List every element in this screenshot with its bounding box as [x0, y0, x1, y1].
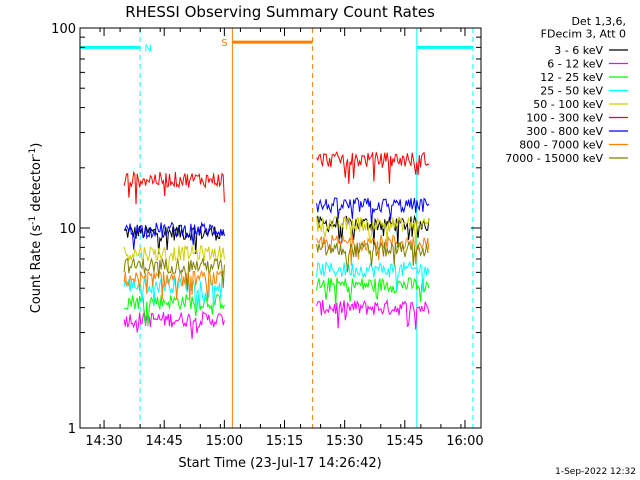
timestamp: 1-Sep-2022 12:32: [555, 467, 636, 477]
series-trace-5-0: [123, 170, 225, 205]
legend-label-3: 25 - 50 keV: [540, 85, 603, 98]
series-trace-2-1: [316, 277, 430, 307]
y-tick-label-1: 10: [59, 222, 76, 237]
series-trace-2-0: [123, 293, 225, 327]
x-axis-label: Start Time (23-Jul-17 14:26:42): [178, 456, 381, 471]
x-tick-label-1: 14:45: [145, 434, 182, 449]
series-trace-8-1: [316, 240, 429, 272]
legend-label-8: 7000 - 15000 keV: [505, 152, 603, 165]
legend-label-6: 300 - 800 keV: [526, 125, 603, 138]
y-tick-label-2: 100: [51, 22, 76, 37]
series-trace-4-0: [123, 245, 225, 272]
legend-label-5: 100 - 300 keV: [526, 112, 603, 125]
legend-label-2: 12 - 25 keV: [540, 71, 603, 84]
flag-label-1: S: [221, 38, 227, 49]
x-tick-label-0: 14:30: [85, 434, 122, 449]
series-trace-8-0: [123, 257, 225, 291]
legend-label-1: 6 - 12 keV: [547, 58, 603, 71]
instrument-info: Det 1,3,6,FDecim 3, Att 0: [541, 15, 626, 41]
x-tick-label-3: 15:15: [266, 434, 303, 449]
flag-label-0: N: [144, 43, 151, 54]
y-tick-label-0: 1: [68, 422, 76, 437]
info-line-0: Det 1,3,6,: [571, 15, 626, 28]
y-axis-label: Count Rate (s-1 detector-1): [28, 143, 44, 314]
info-line-1: FDecim 3, Att 0: [541, 28, 626, 41]
chart-title: RHESSI Observing Summary Count Rates: [125, 3, 435, 21]
series-trace-5-1: [316, 150, 430, 184]
x-tick-label-6: 16:00: [446, 434, 483, 449]
series-trace-6-1: [316, 197, 430, 226]
series-trace-4-1: [316, 215, 430, 248]
x-tick-label-5: 15:45: [386, 434, 423, 449]
series-trace-6-0: [124, 221, 225, 250]
x-tick-label-2: 15:00: [206, 434, 243, 449]
x-tick-label-4: 15:30: [326, 434, 363, 449]
legend-label-0: 3 - 6 keV: [554, 44, 603, 57]
series-trace-3-1: [316, 260, 430, 293]
series-trace-7-0: [123, 269, 225, 302]
series-trace-1-1: [316, 298, 430, 330]
legend-label-4: 50 - 100 keV: [533, 98, 603, 111]
axes: 14:30 14:45 15:00 15:15 15:30 15:45 16:00 1 10 10…: [51, 22, 484, 449]
series-trace-1-0: [123, 310, 225, 340]
legend-label-7: 800 - 7000 keV: [519, 139, 603, 152]
